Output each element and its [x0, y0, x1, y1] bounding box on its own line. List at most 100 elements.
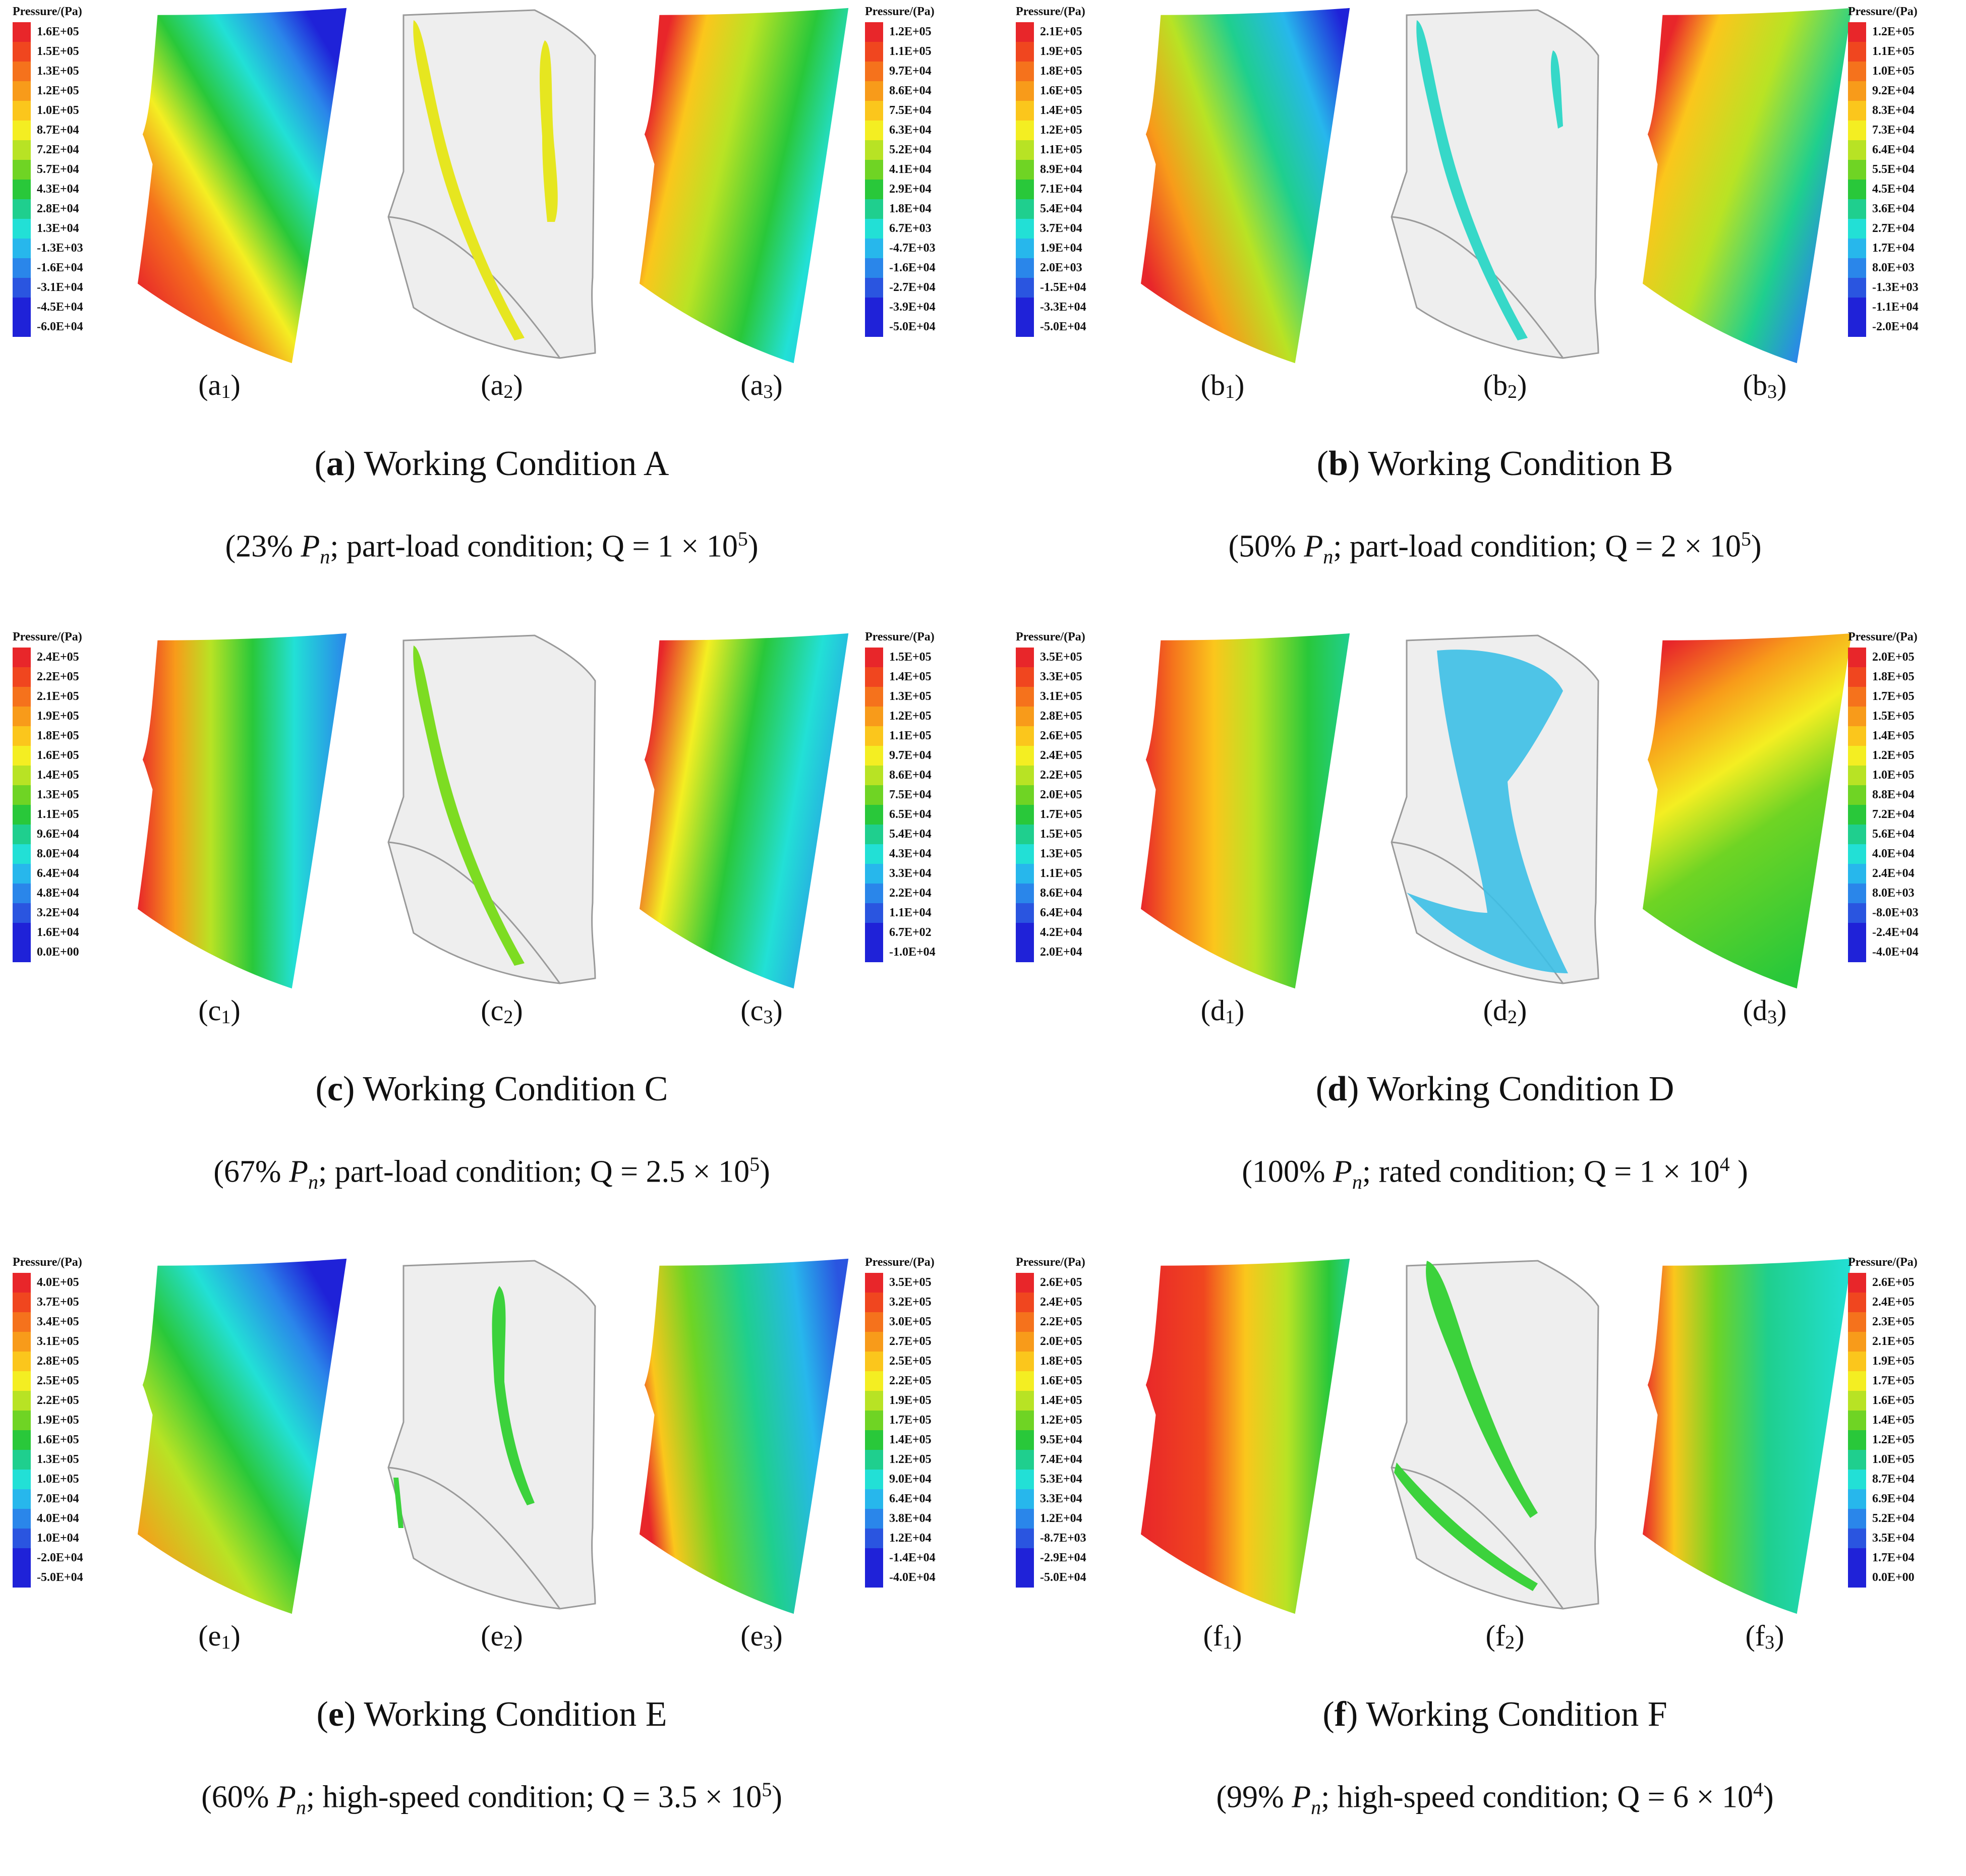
legend-tick-label: 9.6E+04 — [37, 828, 79, 841]
legend-tick-label: 7.2E+04 — [1872, 808, 1915, 821]
legend-left: Pressure/(Pa) 2.1E+05 1.9E+05 1.8E+05 1.6E+0… — [1016, 5, 1127, 358]
legend-row: 2.6E+05 — [1016, 1273, 1127, 1293]
legend-swatch — [13, 923, 31, 943]
contour-plot-1 — [1140, 8, 1350, 364]
legend-row: 1.0E+04 — [13, 1529, 124, 1548]
legend-swatch — [1848, 903, 1866, 923]
legend-row: 1.6E+05 — [1016, 1371, 1127, 1391]
subplot-label: (b2) — [1455, 368, 1555, 403]
legend-row: 3.0E+05 — [865, 1312, 976, 1332]
legend-row: 8.3E+04 — [1848, 101, 1959, 121]
vortex-rope — [492, 1286, 535, 1505]
legend-tick-label: 3.3E+04 — [889, 867, 932, 880]
legend-tick-label: 3.3E+04 — [1040, 1492, 1082, 1505]
subplot-label: (f1) — [1172, 1619, 1273, 1654]
legend-right: Pressure/(Pa) 1.2E+05 1.1E+05 9.7E+04 8.6E+0… — [865, 5, 976, 358]
subplot-letter: (f — [1203, 1619, 1223, 1652]
legend-row: 8.7E+04 — [1848, 1470, 1959, 1489]
legend-right: Pressure/(Pa) 2.0E+05 1.8E+05 1.7E+05 1.5E+0… — [1848, 630, 1959, 983]
blade-surface — [1140, 633, 1350, 989]
legend-row: 1.7E+05 — [865, 1411, 976, 1430]
exponent: 4 — [1753, 1778, 1763, 1801]
legend-row: 2.7E+04 — [1848, 219, 1959, 239]
legend-tick-label: 7.1E+04 — [1040, 183, 1082, 196]
condition-text: (67% Pn; part-load condition; Q = 2.5 × … — [213, 1153, 770, 1194]
legend-tick-label: -2.7E+04 — [889, 281, 936, 294]
blade-surface — [639, 633, 849, 989]
legend-row: 3.7E+05 — [13, 1293, 124, 1312]
contour-plot-1 — [1140, 633, 1350, 989]
condition-part: (100% — [1242, 1154, 1333, 1189]
legend-tick-label: -8.7E+03 — [1040, 1532, 1086, 1545]
subplot-index: 1 — [1223, 1632, 1233, 1653]
subplot-label: (b1) — [1172, 368, 1273, 403]
caption-text: ) Working Condition B — [1348, 444, 1673, 483]
housing-edge — [388, 1467, 561, 1609]
exponent: 5 — [737, 527, 748, 550]
legend-tick-label: 3.5E+05 — [1040, 651, 1082, 664]
legend-tick-label: 2.4E+05 — [1040, 1296, 1082, 1309]
legend-swatch — [865, 219, 883, 239]
legend-row: 4.1E+04 — [865, 160, 976, 180]
legend-tick-label: 2.1E+05 — [1872, 1335, 1915, 1348]
legend-tick-label: -1.0E+04 — [889, 946, 936, 959]
subplot-close: ) — [1774, 1619, 1784, 1652]
legend-swatch — [1848, 160, 1866, 180]
subplot-letter: (d — [1483, 994, 1508, 1027]
legend-swatch — [13, 160, 31, 180]
vortex-plot-2 — [1391, 1260, 1599, 1610]
legend-swatch — [1848, 1470, 1866, 1489]
vortex-plot-2 — [387, 9, 596, 359]
legend-row: 1.4E+05 — [1848, 1411, 1959, 1430]
legend-row: 2.2E+05 — [13, 1391, 124, 1411]
legend-row: -2.4E+04 — [1848, 923, 1959, 943]
blade-surface — [137, 1258, 347, 1614]
legend-swatch — [1016, 766, 1034, 785]
legend-swatch — [13, 317, 31, 337]
legend-swatch — [1848, 258, 1866, 278]
contour-plot-1 — [1140, 1258, 1350, 1614]
legend-row: 9.0E+04 — [865, 1470, 976, 1489]
subplot-letter: (e — [481, 1619, 504, 1652]
housing-edge — [1391, 216, 1564, 359]
legend-swatch — [1016, 1293, 1034, 1312]
legend-swatch — [1016, 1450, 1034, 1470]
legend-swatch — [1848, 140, 1866, 160]
legend-row: -6.0E+04 — [13, 317, 124, 337]
legend-row: 1.4E+05 — [1016, 101, 1127, 121]
legend-row: 7.1E+04 — [1016, 180, 1127, 199]
subplot-label: (a1) — [169, 368, 270, 403]
legend-tick-label: 1.3E+05 — [37, 1453, 79, 1466]
legend-tick-label: -1.6E+04 — [37, 261, 83, 274]
legend-title: Pressure/(Pa) — [865, 630, 935, 643]
subplot-label: (f3) — [1714, 1619, 1815, 1654]
legend-swatch — [1848, 121, 1866, 140]
exponent: 4 — [1719, 1153, 1730, 1176]
legend-tick-label: 3.1E+05 — [1040, 690, 1082, 703]
vortex-rope — [413, 20, 525, 340]
legend-title: Pressure/(Pa) — [13, 5, 82, 18]
subplot-close: ) — [230, 1619, 241, 1652]
legend-left: Pressure/(Pa) 3.5E+05 3.3E+05 3.1E+05 2.8E+0… — [1016, 630, 1127, 983]
legend-tick-label: 3.0E+05 — [889, 1315, 932, 1328]
legend-tick-label: 6.4E+04 — [1872, 143, 1915, 156]
rated-power-symbol: P — [276, 1780, 296, 1814]
legend-row: 4.0E+04 — [13, 1509, 124, 1529]
legend-tick-label: 5.4E+04 — [1040, 202, 1082, 215]
legend-row: 1.1E+05 — [1016, 140, 1127, 160]
legend-swatch — [13, 707, 31, 726]
legend-tick-label: 3.6E+04 — [1872, 202, 1915, 215]
legend-tick-label: 1.9E+04 — [1040, 242, 1082, 255]
legend-row: 1.2E+05 — [865, 1450, 976, 1470]
blade-surface — [1140, 8, 1350, 364]
subplot-label: (f2) — [1455, 1619, 1555, 1654]
legend-tick-label: 1.2E+04 — [1040, 1512, 1082, 1525]
legend-swatch — [1848, 943, 1866, 962]
legend-tick-label: 1.3E+05 — [37, 65, 79, 78]
legend-tick-label: 1.7E+05 — [1872, 1374, 1915, 1387]
legend-row: -4.0E+04 — [865, 1568, 976, 1588]
legend-row: 8.0E+04 — [13, 844, 124, 864]
legend-tick-label: 1.0E+05 — [1872, 1453, 1915, 1466]
legend-row: 5.4E+04 — [1016, 199, 1127, 219]
legend-tick-label: 8.7E+04 — [37, 124, 79, 137]
